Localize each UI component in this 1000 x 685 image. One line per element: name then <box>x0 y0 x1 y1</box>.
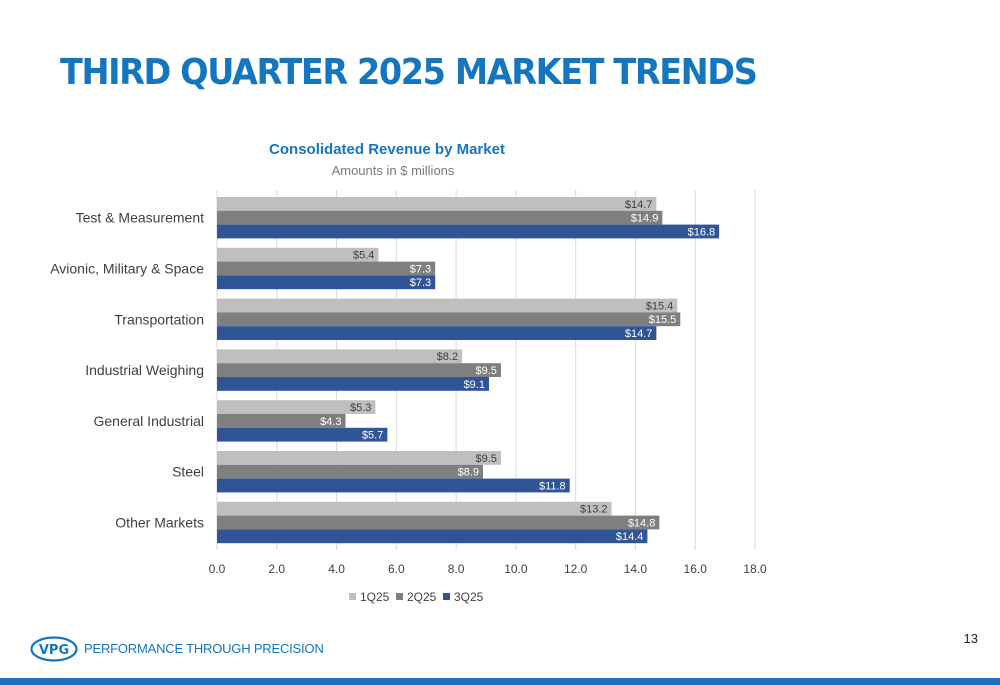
bar-3q25-4 <box>217 427 388 442</box>
svg-text:VPG: VPG <box>39 643 69 658</box>
x-tick-label: 6.0 <box>388 562 405 576</box>
value-label: $14.7 <box>625 328 653 340</box>
bar-3q25-0 <box>217 224 720 239</box>
x-tick-label: 16.0 <box>684 562 708 576</box>
x-tick-label: 2.0 <box>268 562 285 576</box>
x-tick-label: 18.0 <box>743 562 767 576</box>
legend: 1Q25 2Q25 3Q25 <box>349 590 484 604</box>
x-axis-ticks: 0.0 2.0 4.0 6.0 8.0 10.0 12.0 14.0 16.0 18.0 <box>209 562 767 576</box>
category-labels: Test & Measurement Avionic, Military & Sp… <box>50 210 204 531</box>
bar-3q25-3 <box>217 377 489 391</box>
value-label: $8.2 <box>437 351 458 363</box>
value-label: $9.1 <box>464 379 485 391</box>
value-label: $13.2 <box>580 504 608 516</box>
category-label: Test & Measurement <box>76 210 204 226</box>
bar-1q25-3 <box>217 349 463 364</box>
value-label: $7.3 <box>410 277 431 289</box>
value-label: $14.7 <box>625 199 653 211</box>
chart-title: Consolidated Revenue by Market <box>269 141 505 158</box>
bar-3q25-1 <box>217 275 436 290</box>
page-number: 13 <box>963 631 978 646</box>
bar-2q25-1 <box>217 261 436 276</box>
value-label: $14.8 <box>628 517 656 529</box>
bar-3q25-5 <box>217 478 570 493</box>
x-tick-label: 4.0 <box>328 562 345 576</box>
bar-2q25-3 <box>217 363 501 377</box>
slide-title: THIRD QUARTER 2025 MARKET TRENDS <box>60 52 758 93</box>
bar-3q25-2 <box>217 326 657 340</box>
value-label: $14.4 <box>616 531 644 543</box>
bar-2q25-4 <box>217 414 346 428</box>
x-tick-label: 12.0 <box>564 562 588 576</box>
category-label: Steel <box>172 464 204 480</box>
vpg-logo: VPG <box>30 636 78 662</box>
category-label: Industrial Weighing <box>85 362 204 378</box>
bar-1q25-1 <box>217 247 379 262</box>
value-label: $5.7 <box>362 430 383 442</box>
tagline: PERFORMANCE THROUGH PRECISION <box>84 641 324 656</box>
bar-2q25-5 <box>217 464 484 479</box>
bar-1q25-5 <box>217 451 501 465</box>
legend-label: 1Q25 <box>360 590 390 604</box>
bar-1q25-4 <box>217 400 376 414</box>
bar-3q25-6 <box>217 529 648 544</box>
x-tick-label: 0.0 <box>209 562 226 576</box>
value-label: $8.9 <box>458 467 479 479</box>
bars: $14.7 $14.9 $16.8 $5.4 $7.3 $7.3 $15.4 $15.5 $14… <box>217 197 720 544</box>
value-label: $7.3 <box>410 263 431 275</box>
bar-2q25-2 <box>217 312 681 327</box>
chart-subtitle: Amounts in $ millions <box>332 163 455 178</box>
bar-1q25-2 <box>217 298 678 313</box>
bar-1q25-6 <box>217 501 612 516</box>
x-tick-label: 14.0 <box>624 562 648 576</box>
value-label: $15.5 <box>649 314 677 326</box>
legend-swatch-3q25 <box>443 593 450 600</box>
value-label: $9.5 <box>476 453 497 465</box>
value-label: $14.9 <box>631 213 659 225</box>
value-label: $9.5 <box>476 365 497 377</box>
category-label: General Industrial <box>93 413 204 429</box>
legend-label: 2Q25 <box>407 590 437 604</box>
value-label: $4.3 <box>320 416 341 428</box>
value-label: $5.3 <box>350 402 371 414</box>
bar-1q25-0 <box>217 197 657 211</box>
bar-2q25-0 <box>217 210 663 225</box>
category-label: Other Markets <box>115 515 204 531</box>
legend-swatch-2q25 <box>396 593 403 600</box>
x-tick-label: 8.0 <box>448 562 465 576</box>
category-label: Transportation <box>114 311 204 327</box>
value-label: $11.8 <box>539 480 566 492</box>
bar-2q25-6 <box>217 515 660 530</box>
category-label: Avionic, Military & Space <box>50 261 204 277</box>
value-label: $5.4 <box>353 250 374 262</box>
bottom-band <box>0 678 1000 685</box>
x-tick-label: 10.0 <box>504 562 528 576</box>
value-label: $15.4 <box>646 300 674 312</box>
legend-swatch-1q25 <box>349 593 356 600</box>
value-label: $16.8 <box>688 226 716 238</box>
legend-label: 3Q25 <box>454 590 484 604</box>
